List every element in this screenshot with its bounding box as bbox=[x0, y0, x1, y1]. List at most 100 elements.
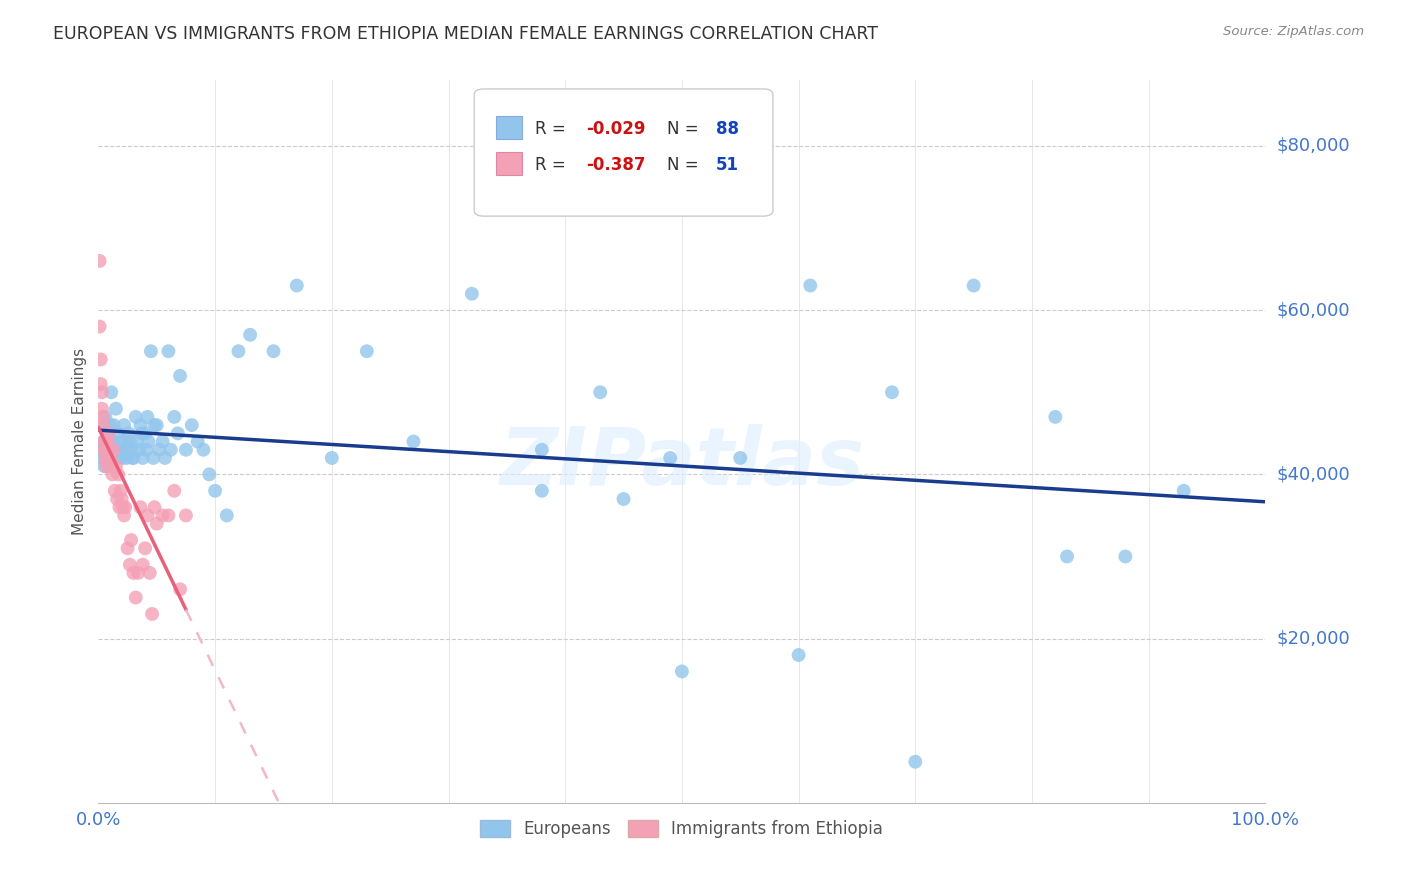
Point bbox=[97, 442, 120, 457]
Point bbox=[132, 450, 155, 465]
Point bbox=[157, 508, 180, 523]
Point bbox=[1114, 549, 1136, 564]
Point bbox=[142, 450, 165, 465]
Text: -0.029: -0.029 bbox=[586, 120, 645, 138]
Point bbox=[163, 483, 186, 498]
FancyBboxPatch shape bbox=[496, 116, 522, 139]
Point bbox=[174, 508, 197, 523]
Point bbox=[90, 377, 112, 392]
Point bbox=[89, 253, 111, 268]
Point bbox=[402, 434, 425, 449]
Point bbox=[121, 450, 143, 465]
Point bbox=[136, 508, 159, 523]
Point bbox=[152, 508, 174, 523]
Point bbox=[96, 459, 118, 474]
Point bbox=[730, 450, 752, 465]
Point bbox=[103, 442, 125, 457]
Point bbox=[1045, 409, 1067, 424]
Point bbox=[111, 450, 134, 465]
Point bbox=[104, 401, 127, 416]
Point bbox=[103, 418, 125, 433]
Point bbox=[139, 566, 162, 580]
Point bbox=[321, 450, 343, 465]
Point bbox=[90, 352, 112, 367]
Point bbox=[129, 500, 152, 515]
Point bbox=[169, 582, 191, 597]
Point bbox=[112, 418, 135, 433]
Point bbox=[96, 442, 118, 457]
Text: $80,000: $80,000 bbox=[1277, 137, 1350, 155]
Point bbox=[97, 426, 120, 441]
Point bbox=[108, 450, 131, 465]
Point bbox=[131, 426, 153, 441]
Point bbox=[107, 426, 129, 441]
Point bbox=[108, 500, 131, 515]
Point bbox=[91, 434, 114, 449]
Point bbox=[111, 442, 134, 457]
Point bbox=[143, 418, 166, 433]
Point bbox=[166, 426, 188, 441]
Point bbox=[187, 434, 209, 449]
Point bbox=[117, 541, 139, 556]
Point bbox=[97, 442, 120, 457]
Point bbox=[110, 434, 132, 449]
Point bbox=[91, 409, 114, 424]
Point bbox=[127, 566, 149, 580]
Point bbox=[157, 344, 180, 359]
Text: 51: 51 bbox=[716, 156, 738, 174]
Point bbox=[100, 385, 122, 400]
Point bbox=[143, 500, 166, 515]
Point bbox=[93, 459, 115, 474]
Point bbox=[125, 409, 148, 424]
Point bbox=[100, 459, 122, 474]
Point bbox=[132, 558, 155, 572]
Point bbox=[104, 483, 127, 498]
Point bbox=[262, 344, 284, 359]
Point bbox=[671, 665, 693, 679]
Point bbox=[174, 442, 197, 457]
Point bbox=[159, 442, 181, 457]
Point bbox=[193, 442, 215, 457]
Text: 88: 88 bbox=[716, 120, 738, 138]
Point bbox=[114, 500, 136, 515]
Point bbox=[107, 467, 129, 482]
Point bbox=[962, 278, 984, 293]
Point bbox=[114, 434, 136, 449]
Text: $40,000: $40,000 bbox=[1277, 466, 1350, 483]
Text: ZIPatlas: ZIPatlas bbox=[499, 425, 865, 502]
Point bbox=[97, 426, 120, 441]
Point bbox=[105, 491, 128, 506]
Point bbox=[461, 286, 484, 301]
Point bbox=[90, 442, 112, 457]
Point bbox=[1173, 483, 1195, 498]
Point bbox=[148, 442, 170, 457]
Point bbox=[97, 434, 120, 449]
Point bbox=[112, 508, 135, 523]
Point bbox=[180, 418, 202, 433]
Point bbox=[90, 450, 112, 465]
Point bbox=[787, 648, 810, 662]
Point bbox=[97, 434, 120, 449]
Text: N =: N = bbox=[666, 156, 703, 174]
Point bbox=[97, 450, 120, 465]
Legend: Europeans, Immigrants from Ethiopia: Europeans, Immigrants from Ethiopia bbox=[474, 814, 890, 845]
Point bbox=[111, 500, 134, 515]
Point bbox=[118, 426, 141, 441]
Y-axis label: Median Female Earnings: Median Female Earnings bbox=[72, 348, 87, 535]
Point bbox=[356, 344, 378, 359]
Point bbox=[96, 459, 118, 474]
Text: EUROPEAN VS IMMIGRANTS FROM ETHIOPIA MEDIAN FEMALE EARNINGS CORRELATION CHART: EUROPEAN VS IMMIGRANTS FROM ETHIOPIA MED… bbox=[53, 25, 879, 43]
Point bbox=[120, 442, 142, 457]
Point bbox=[139, 344, 162, 359]
Point bbox=[91, 418, 114, 433]
Point bbox=[89, 319, 111, 334]
Point bbox=[96, 434, 118, 449]
Point bbox=[122, 566, 145, 580]
Point bbox=[101, 434, 124, 449]
Point bbox=[94, 409, 117, 424]
Point bbox=[110, 483, 132, 498]
Point bbox=[285, 278, 308, 293]
Point bbox=[904, 755, 927, 769]
Point bbox=[146, 516, 169, 531]
FancyBboxPatch shape bbox=[496, 152, 522, 175]
